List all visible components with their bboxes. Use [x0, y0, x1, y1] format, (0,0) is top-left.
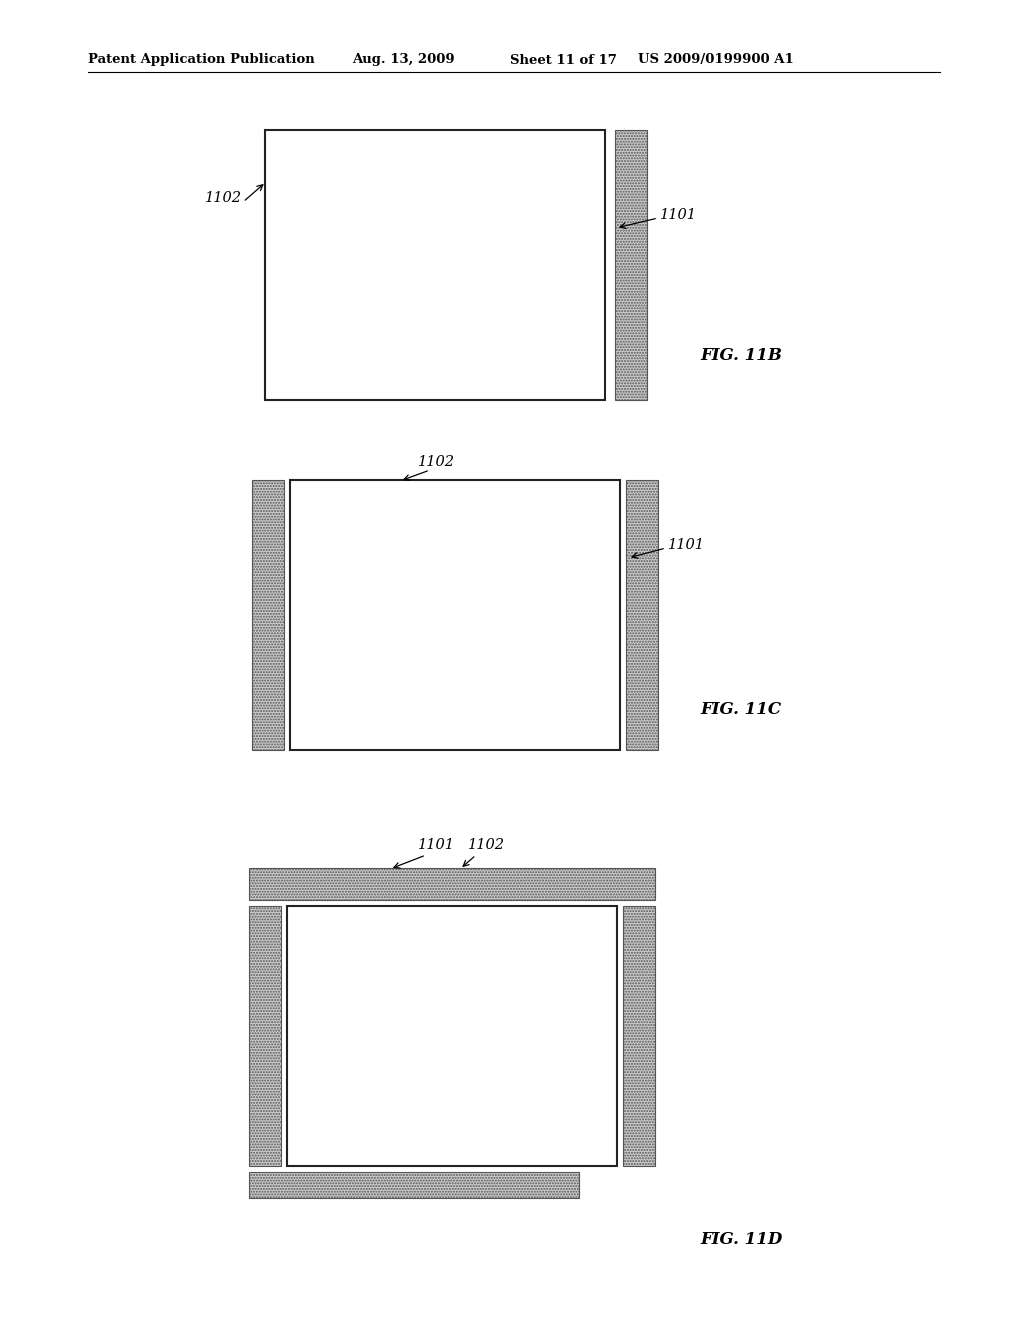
Text: 1101: 1101 — [418, 838, 455, 851]
Text: Sheet 11 of 17: Sheet 11 of 17 — [510, 54, 616, 66]
Bar — [290, 480, 620, 750]
Text: US 2009/0199900 A1: US 2009/0199900 A1 — [638, 54, 794, 66]
Text: Aug. 13, 2009: Aug. 13, 2009 — [352, 54, 455, 66]
Text: FIG. 11D: FIG. 11D — [700, 1232, 782, 1249]
Bar — [623, 906, 655, 1166]
Bar — [249, 869, 655, 900]
Bar — [252, 480, 284, 750]
Bar — [615, 129, 647, 400]
Bar — [249, 1172, 579, 1199]
Text: 1102: 1102 — [418, 455, 455, 469]
Bar — [626, 480, 658, 750]
Bar — [287, 906, 617, 1166]
Text: 1102: 1102 — [205, 191, 242, 205]
Bar — [249, 906, 281, 1166]
Text: 1101: 1101 — [668, 539, 705, 552]
Text: 1102: 1102 — [468, 838, 505, 851]
Text: FIG. 11B: FIG. 11B — [700, 346, 782, 363]
Text: 1101: 1101 — [660, 209, 697, 222]
Text: Patent Application Publication: Patent Application Publication — [88, 54, 314, 66]
Text: FIG. 11C: FIG. 11C — [700, 701, 781, 718]
Bar — [265, 129, 605, 400]
